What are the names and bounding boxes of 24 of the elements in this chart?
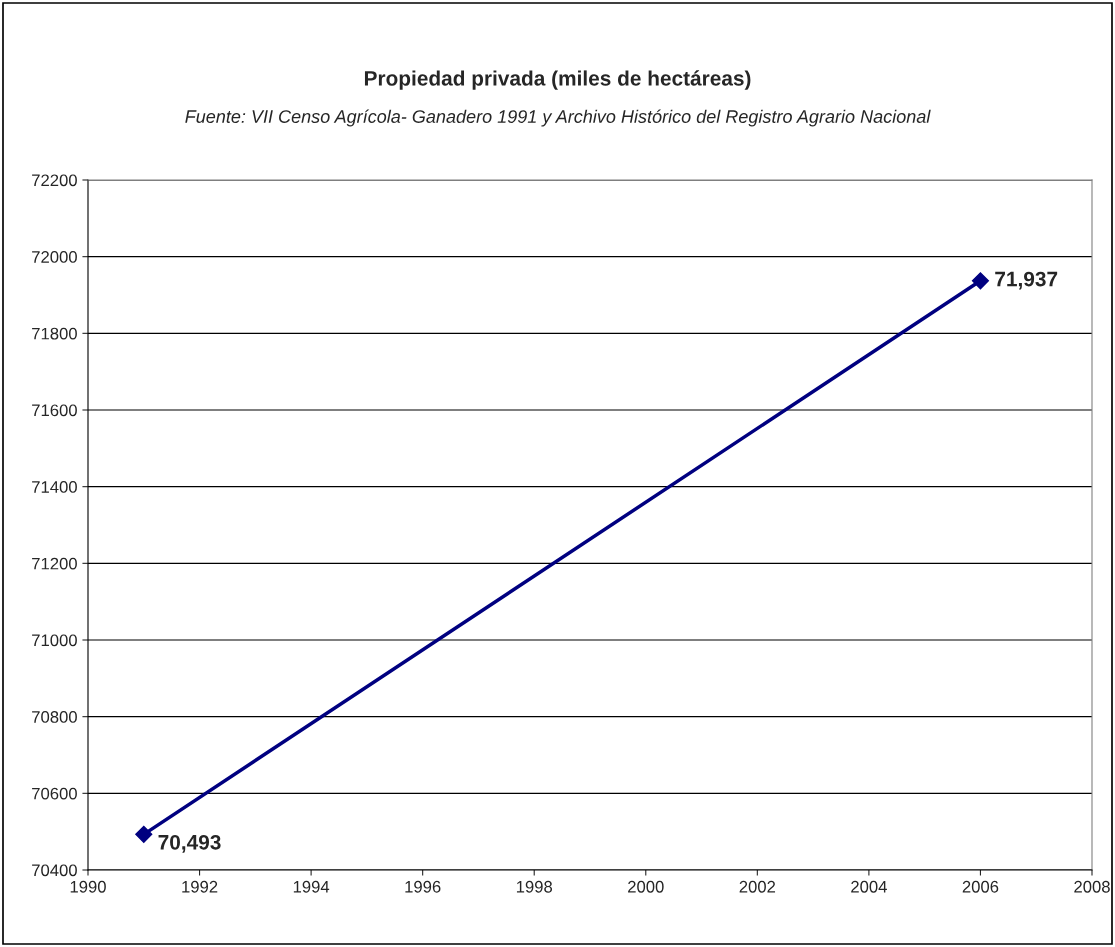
y-tick-label: 72200 [32, 174, 77, 187]
y-tick-label: 70400 [32, 864, 77, 877]
y-tick-label: 70600 [32, 787, 77, 800]
chart-subtitle: Fuente: VII Censo Agrícola- Ganadero 1991 y Archivo Histórico del Registro Agrario Nacional [185, 109, 931, 127]
x-tick-label: 2004 [851, 880, 887, 893]
y-tick-label: 72000 [32, 251, 77, 263]
y-tick-label: 71200 [32, 557, 77, 570]
x-tick-label: 1992 [182, 880, 218, 893]
data-label: 71,937 [995, 271, 1058, 290]
x-tick-label: 2000 [628, 880, 664, 893]
y-tick-label: 71000 [32, 634, 77, 647]
x-tick-label: 2002 [739, 880, 776, 893]
y-tick-label: 70800 [32, 711, 77, 723]
data-label: 70,493 [158, 834, 221, 853]
y-tick-label: 71800 [32, 327, 77, 340]
x-tick-label: 2006 [962, 880, 999, 893]
chart-title: Propiedad privada (miles de hectáreas) [364, 70, 751, 90]
x-tick-label: 1996 [405, 880, 441, 893]
y-tick-label: 71400 [32, 481, 77, 493]
x-tick-label: 2008 [1074, 880, 1110, 893]
x-tick-label: 1994 [293, 880, 330, 893]
x-tick-label: 1998 [516, 880, 553, 893]
y-tick-label: 71600 [32, 404, 77, 417]
x-tick-label: 1990 [70, 880, 106, 893]
